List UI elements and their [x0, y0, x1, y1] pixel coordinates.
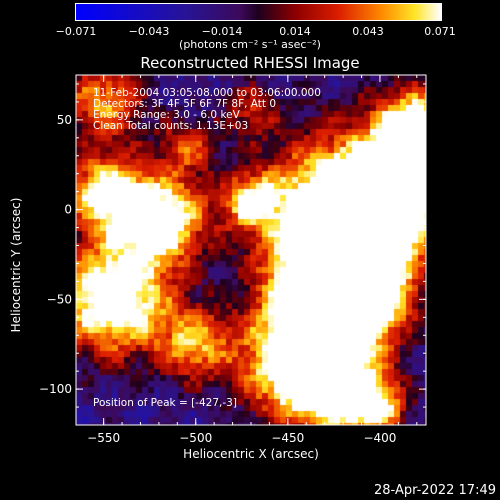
y-tick-label: −50: [47, 292, 72, 306]
y-axis-label: Heliocentric Y (arcsec): [9, 197, 23, 333]
x-axis-label: Heliocentric X (arcsec): [183, 447, 319, 461]
colorbar-tick-label: 0.014: [279, 25, 311, 38]
y-tick-label: −100: [39, 382, 72, 396]
colorbar-tick-label: −0.043: [128, 25, 170, 38]
colorbar-tick-label: −0.071: [55, 25, 97, 38]
colorbar-tick-label: −0.014: [201, 25, 243, 38]
footer-timestamp: 28-Apr-2022 17:49: [374, 483, 496, 498]
annotation-clean: Clean Total counts: 1.13E+03: [93, 120, 249, 132]
annotation-time: 11-Feb-2004 03:05:08.000 to 03:06:00.000: [93, 87, 321, 99]
y-tick-label: 50: [57, 113, 72, 127]
annotation-peak: Position of Peak = [-427,-3]: [93, 397, 237, 409]
annotation-detectors: Detectors: 3F 4F 5F 6F 7F 8F, Att 0: [93, 98, 277, 110]
y-tick-label: 0: [64, 203, 72, 217]
chart-title: Reconstructed RHESSI Image: [140, 54, 360, 72]
x-tick-label: −550: [87, 431, 120, 445]
annotation-energy: Energy Range: 3.0 - 6.0 keV: [93, 109, 240, 121]
colorbar-units: (photons cm⁻² s⁻¹ asec⁻²): [179, 38, 321, 51]
x-tick-label: −450: [271, 431, 304, 445]
x-tick-label: −500: [179, 431, 212, 445]
colorbar-tick-label: 0.071: [424, 25, 456, 38]
x-tick-label: −400: [363, 431, 396, 445]
colorbar: [75, 3, 442, 21]
colorbar-tick-label: 0.043: [352, 25, 384, 38]
